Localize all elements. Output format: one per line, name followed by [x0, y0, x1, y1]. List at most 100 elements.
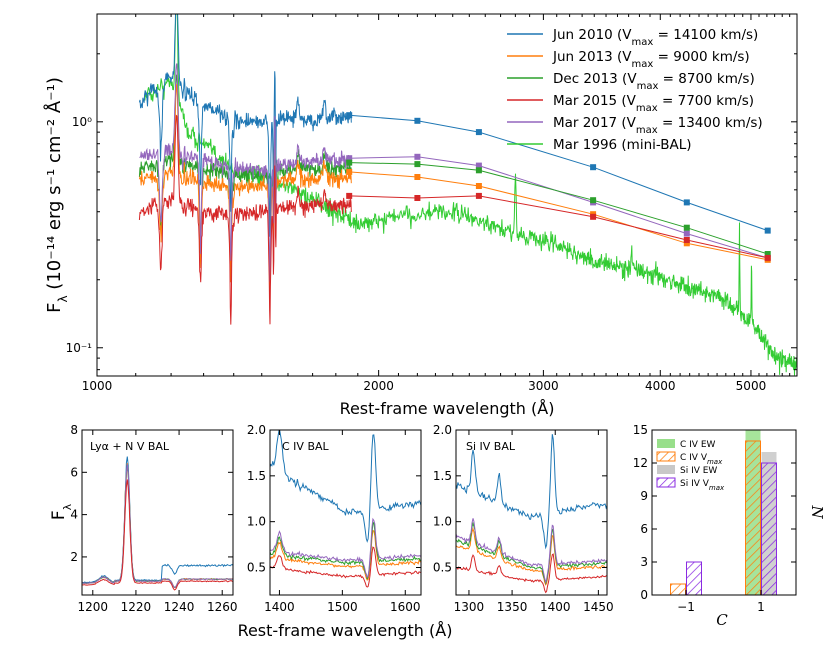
photometry-point	[683, 224, 690, 231]
panel-spectrum-line	[456, 434, 607, 550]
panel-lya-nv: 1200 1220 1240 1260 2 4 6 8 Lyα + N V BAL	[70, 423, 237, 614]
panel-spectrum-line	[270, 530, 421, 581]
hist-legend-swatch	[656, 451, 676, 462]
photometry-point	[590, 164, 597, 171]
hist-ytick-label: 15	[633, 423, 648, 437]
panel-ytick-label: 1.0	[433, 515, 452, 529]
hist-ytick-label: 9	[640, 489, 648, 503]
photometry-point	[475, 183, 482, 189]
panel-spectrum-line	[270, 517, 421, 579]
photometry-point	[764, 254, 771, 261]
photometry-point	[414, 195, 421, 201]
panel-siiv: 1300 1350 1400 1450 0.5 1.0 1.5 2.0 Si IV BAL	[433, 423, 614, 614]
photometry-point	[414, 174, 421, 180]
legend-entry: Dec 2013 (Vmax = 8700 km/s)	[553, 71, 755, 92]
photometry-point	[683, 240, 690, 247]
photometry-point	[590, 213, 597, 220]
photometry-line-2	[349, 162, 768, 255]
photometry-point	[683, 230, 690, 237]
panel-civ-label: C IV BAL	[282, 440, 330, 453]
panel-xtick-label: 1200	[78, 600, 109, 614]
photometry-point	[475, 129, 482, 136]
panel-spectrum-line	[82, 464, 233, 588]
spectrum-line-2	[138, 73, 352, 288]
photometry-point	[475, 192, 482, 199]
panel-civ: 1400 1500 1600 0.5 1.0 1.5 2.0 C IV BAL	[247, 423, 422, 614]
svg-text:Fλ: Fλ	[49, 503, 74, 520]
photometry-point	[764, 251, 771, 257]
hist-ytick-label: 12	[633, 456, 648, 470]
photometry-point	[346, 192, 353, 199]
panel-spectrum-line	[270, 546, 421, 588]
photometry-line-1	[349, 171, 768, 261]
panel-ytick-label: 1.5	[247, 469, 266, 483]
panel-ytick-label: 2.0	[433, 423, 452, 437]
panel-xtick-label: 1500	[327, 600, 358, 614]
main-ylabel: Fλ (10⁻¹⁴ erg s⁻¹ cm⁻² Å⁻¹)	[43, 77, 70, 313]
photometry-point	[346, 155, 353, 162]
hist-legend-entry: Si IV Vmax	[680, 479, 725, 492]
panel-ytick-label: 0.5	[247, 561, 266, 575]
panel-ytick-label: 1.0	[247, 515, 266, 529]
panel-xtick-label: 1220	[121, 600, 152, 614]
panel-ytick-label: 0.5	[433, 561, 452, 575]
hist-ytick-label: 6	[640, 522, 648, 536]
main-legend: Jun 2010 (Vmax = 14100 km/s)Jun 2013 (Vm…	[507, 27, 763, 153]
main-xtick-label: 1000	[82, 379, 113, 393]
photometry-point	[414, 161, 421, 168]
photometry-point	[414, 153, 421, 160]
panel-xtick-label: 1260	[207, 600, 238, 614]
photometry-point	[683, 237, 690, 243]
panel-spectrum-line	[456, 518, 607, 585]
panel-ytick-label: 2.0	[247, 423, 266, 437]
legend-entry: Mar 2017 (Vmax = 13400 km/s)	[553, 115, 763, 136]
legend-entry: Mar 2015 (Vmax = 7700 km/s)	[553, 93, 754, 114]
main-spectrum-panel: 1000 2000 3000 4000 5000 10⁻¹ 10⁰ Fλ (10⁻¹⁴ e…	[43, 13, 798, 418]
hist-ytick-label: 3	[640, 555, 648, 569]
panel-xtick-label: 1450	[583, 600, 614, 614]
legend-entry: Jun 2013 (Vmax = 9000 km/s)	[552, 49, 750, 70]
panel-xtick-label: 1600	[390, 600, 421, 614]
spectrum-line-5	[144, 14, 797, 376]
hist-ytick-label: 0	[640, 588, 648, 602]
main-xtick-label: 5000	[736, 379, 767, 393]
hist-xlabel: C	[716, 611, 728, 629]
panel-spectrum-line	[456, 521, 607, 586]
hist-bar	[686, 561, 702, 596]
panel-ytick-label: 8	[70, 423, 78, 437]
hist-xtick-label: 1	[757, 600, 765, 614]
panel-ytick-label: 1.5	[433, 469, 452, 483]
spectrum-line-4	[139, 63, 352, 282]
spectrum-line-3	[138, 114, 352, 325]
bottom-ylabel: Fλ	[49, 503, 74, 520]
panel-xtick-label: 1240	[164, 600, 195, 614]
photometry-point	[683, 199, 690, 206]
hist-bar	[761, 462, 777, 596]
panel-spectrum-line	[270, 430, 421, 543]
hist-ylabel: N	[808, 504, 826, 519]
hist-bar	[670, 583, 686, 596]
main-xtick-label: 2000	[363, 379, 394, 393]
panel-xtick-label: 1400	[540, 600, 571, 614]
panel-spectrum-line	[82, 463, 233, 589]
panel-ytick-label: 6	[70, 465, 78, 479]
panel-spectrum-line	[456, 527, 607, 586]
photometry-line-3	[349, 195, 768, 259]
hist-legend-entry: C IV EW	[680, 440, 716, 450]
main-xtick-label: 3000	[528, 379, 559, 393]
hist-xtick-label: −1	[677, 600, 695, 614]
panel-xtick-label: 1400	[264, 600, 295, 614]
main-xtick-label: 4000	[645, 379, 676, 393]
svg-text:Fλ (10⁻¹⁴ erg s⁻¹ cm⁻² Å⁻¹): Fλ (10⁻¹⁴ erg s⁻¹ cm⁻² Å⁻¹)	[43, 77, 70, 313]
panel-spectrum-line	[82, 465, 233, 589]
panel-ytick-label: 4	[70, 508, 78, 522]
photometry-point	[346, 112, 353, 119]
photometry-point	[346, 168, 353, 175]
photometry-line-4	[349, 156, 768, 259]
panel-spectrum-line	[82, 479, 233, 591]
photometry-point	[590, 197, 597, 204]
panel-xtick-label: 1350	[497, 600, 528, 614]
